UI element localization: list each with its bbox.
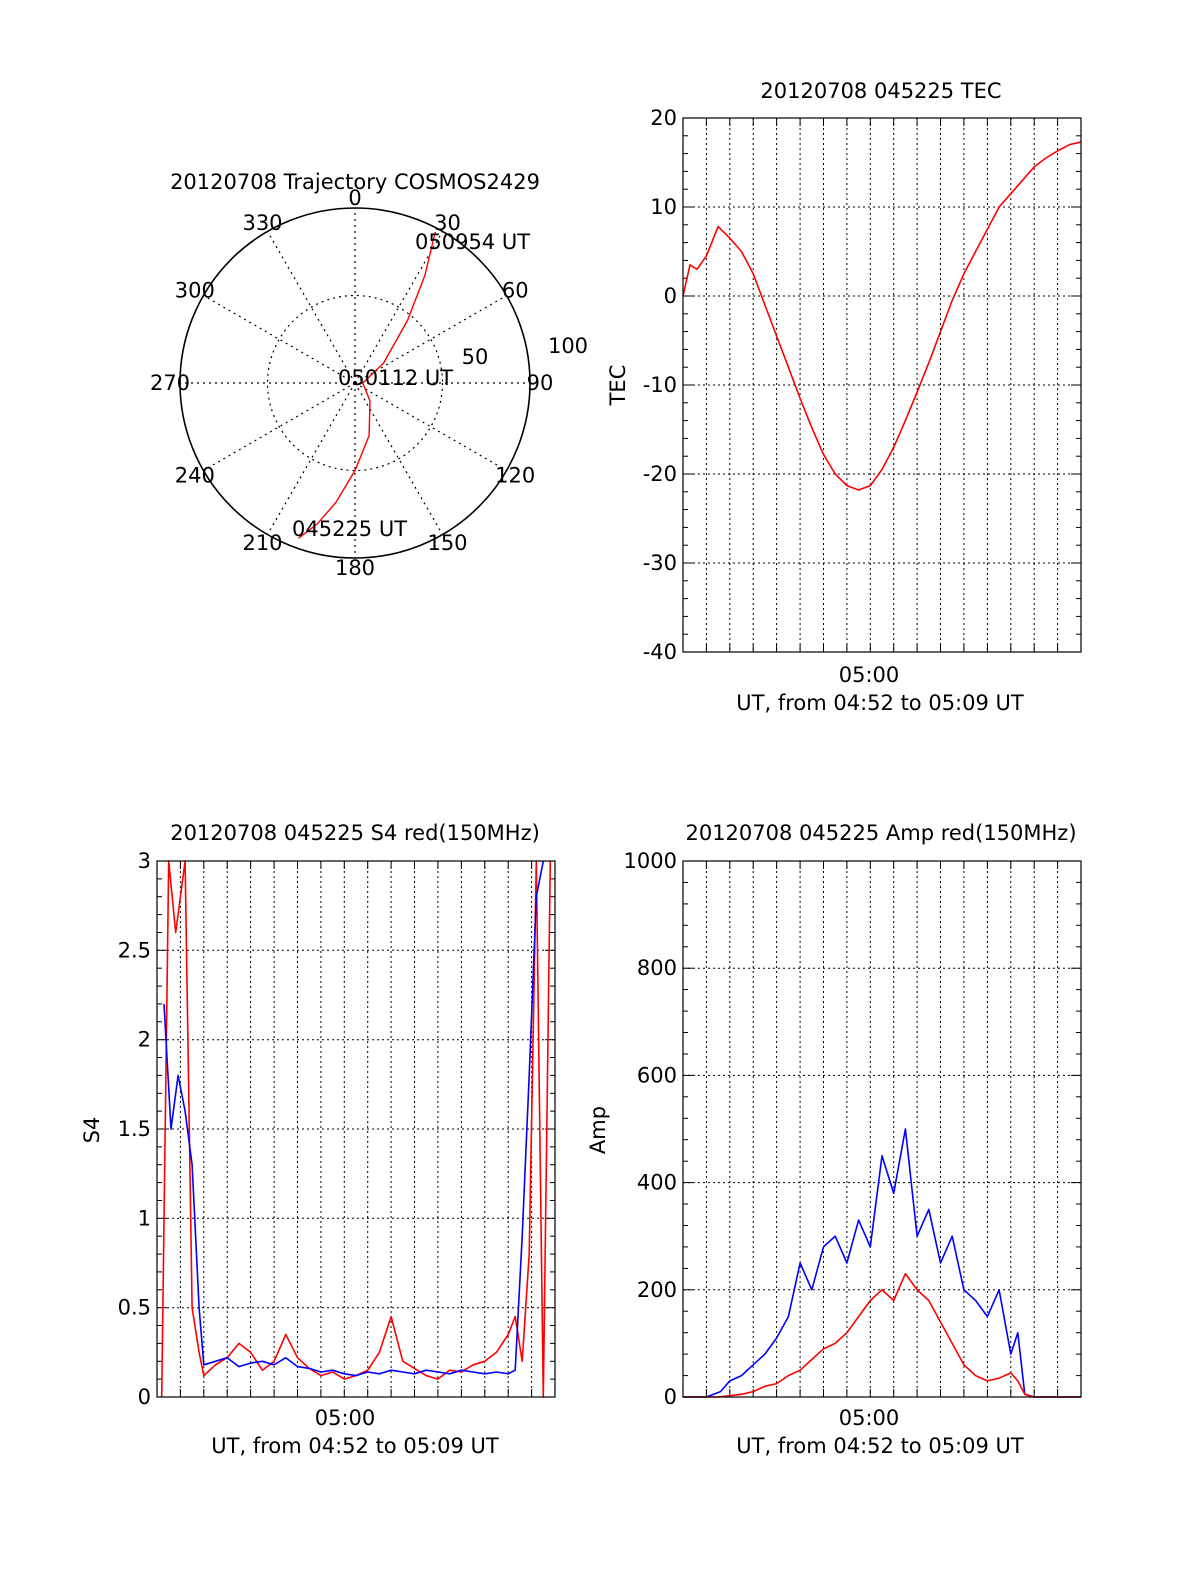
polar-angle-label: 60	[502, 279, 529, 303]
amp-panel: 20120708 045225 Amp red(150MHz) 0 200 400 6…	[586, 821, 1082, 1458]
polar-spoke	[266, 231, 356, 384]
polar-spoke	[203, 382, 356, 472]
y-tick-label: 600	[637, 1063, 677, 1087]
polar-spoke	[354, 382, 507, 472]
tec-panel: 20120708 045225 TEC -40 -30 -20 -10 0 10 20 05…	[606, 79, 1082, 715]
polar-inner-circle	[266, 294, 444, 472]
y-tick-label: 800	[637, 956, 677, 980]
polar-angle-label: 300	[175, 279, 215, 303]
tec-minor-ticks	[683, 117, 1081, 653]
y-tick-label: 1000	[624, 849, 677, 873]
s4-panel: 20120708 045225 S4 red(150MHz) 0 0.5 1 1.5 2…	[80, 821, 556, 1458]
polar-angle-label: 210	[242, 531, 282, 555]
trajectory-annotation: 050954 UT	[415, 230, 530, 254]
polar-angle-label: 150	[427, 531, 467, 555]
tec-y-tick-labels: -40 -30 -20 -10 0 10 20	[643, 106, 677, 664]
s4-grid	[157, 861, 555, 1397]
y-tick-label: 10	[650, 195, 677, 219]
s4-x-tick-label: 05:00	[315, 1406, 376, 1430]
polar-spoke	[354, 382, 444, 535]
s4-series	[160, 860, 552, 1398]
polar-ring-label: 50	[462, 345, 489, 369]
y-tick-label: -10	[643, 373, 677, 397]
y-tick-label: 20	[650, 106, 677, 130]
tec-series	[682, 141, 1082, 491]
amp-y-tick-labels: 0 200 400 600 800 1000	[624, 849, 677, 1409]
y-tick-label: -30	[643, 551, 677, 575]
polar-spokes	[180, 208, 530, 558]
amp-title: 20120708 045225 Amp red(150MHz)	[685, 821, 1076, 845]
y-tick-label: 400	[637, 1171, 677, 1195]
amp-minor-ticks	[683, 860, 1081, 1398]
s4-ylabel: S4	[80, 1117, 104, 1144]
polar-angle-label: 0	[348, 186, 361, 210]
y-tick-label: 200	[637, 1278, 677, 1302]
y-tick-label: 0	[138, 1385, 151, 1409]
tec-title: 20120708 045225 TEC	[760, 79, 1001, 103]
polar-angle-label: 180	[335, 556, 375, 580]
tec-x-tick-label: 05:00	[839, 663, 900, 687]
polar-angle-label: 270	[150, 371, 190, 395]
s4-minor-ticks	[157, 860, 555, 1398]
polar-angle-label: 240	[175, 464, 215, 488]
tec-frame	[682, 117, 1082, 653]
amp-series-line	[683, 1128, 1081, 1398]
polar-spoke	[354, 231, 444, 384]
amp-x-tick-label: 05:00	[839, 1406, 900, 1430]
y-tick-label: 0	[664, 1385, 677, 1409]
polar-spoke	[203, 294, 356, 384]
trajectory-annotation: 050112 UT	[338, 366, 453, 390]
s4-y-tick-labels: 0 0.5 1 1.5 2 2.5 3	[118, 849, 151, 1409]
y-tick-label: -20	[643, 462, 677, 486]
amp-series	[683, 1128, 1081, 1398]
polar-panel: 20120708 Trajectory COSMOS2429 0 30 60 90 12…	[150, 170, 588, 580]
polar-spoke	[266, 382, 356, 535]
y-tick-label: 2	[138, 1028, 151, 1052]
polar-angle-label: 330	[242, 211, 282, 235]
y-tick-label: 0	[664, 284, 677, 308]
s4-xlabel: UT, from 04:52 to 05:09 UT	[211, 1434, 499, 1458]
y-tick-label: -40	[643, 640, 677, 664]
s4-series-line	[163, 860, 545, 1377]
s4-frame	[156, 860, 556, 1398]
amp-frame	[682, 860, 1082, 1398]
s4-title: 20120708 045225 S4 red(150MHz)	[170, 821, 540, 845]
polar-title: 20120708 Trajectory COSMOS2429	[170, 170, 540, 194]
polar-angle-labels: 0 30 60 90 120 150 180 210 240 270 300 330	[150, 186, 553, 580]
amp-grid	[683, 861, 1081, 1397]
polar-ring-label: 100	[548, 334, 588, 358]
trajectory-annotation: 045225 UT	[292, 517, 407, 541]
amp-xlabel: UT, from 04:52 to 05:09 UT	[736, 1434, 1024, 1458]
amp-series-line	[683, 1272, 1081, 1398]
y-tick-label: 1.5	[118, 1117, 151, 1141]
tec-xlabel: UT, from 04:52 to 05:09 UT	[736, 691, 1024, 715]
tec-series-line	[682, 141, 1082, 491]
y-tick-label: 1	[138, 1206, 151, 1230]
tec-ylabel: TEC	[606, 365, 630, 407]
trajectory-line	[298, 231, 436, 539]
y-tick-label: 0.5	[118, 1296, 151, 1320]
polar-angle-label: 120	[495, 464, 535, 488]
tec-grid	[683, 118, 1081, 652]
y-tick-label: 2.5	[118, 938, 151, 962]
polar-angle-label: 30	[434, 211, 461, 235]
y-tick-label: 3	[138, 849, 151, 873]
polar-spoke	[354, 294, 507, 384]
amp-ylabel: Amp	[586, 1106, 610, 1154]
polar-angle-label: 90	[527, 371, 554, 395]
